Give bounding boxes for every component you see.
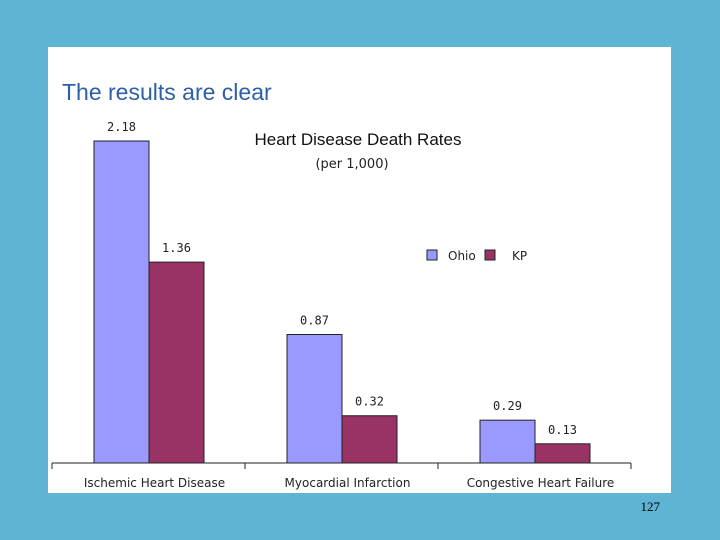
data-label-kp-1: 1.36 (162, 241, 191, 255)
bar-kp-2 (341, 415, 398, 464)
data-label-ohio-3: 0.29 (493, 399, 522, 413)
data-label-kp-3: 0.13 (548, 423, 577, 437)
legend: Ohio KP (426, 249, 527, 263)
legend-label-ohio: Ohio (448, 249, 476, 263)
bar-ohio-2 (286, 333, 343, 464)
bar-ohio-3 (479, 419, 536, 464)
data-label-ohio-1: 2.18 (107, 120, 136, 134)
slide-title: The results are clear (62, 79, 272, 105)
x-tick-label-1: Ischemic Heart Disease (84, 476, 225, 490)
legend-swatch-kp (484, 249, 496, 261)
x-tick-label-3: Congestive Heart Failure (467, 476, 615, 490)
bar-ohio-1 (93, 140, 150, 464)
bars-group: 2.18 1.36 0.87 0.32 0.29 0.13 (93, 120, 591, 464)
legend-swatch-ohio (426, 249, 438, 261)
bar-kp-3 (534, 443, 591, 464)
bar-kp-1 (148, 261, 205, 464)
x-tick-label-2: Myocardial Infarction (285, 476, 411, 490)
data-label-kp-2: 0.32 (355, 395, 384, 409)
legend-label-kp: KP (512, 249, 527, 263)
x-axis: Ischemic Heart Disease Myocardial Infarct… (51, 462, 632, 490)
page-number: 127 (640, 499, 661, 514)
data-label-ohio-2: 0.87 (300, 313, 329, 327)
chart-subtitle: (per 1,000) (315, 157, 388, 172)
chart-title: Heart Disease Death Rates (255, 130, 462, 149)
